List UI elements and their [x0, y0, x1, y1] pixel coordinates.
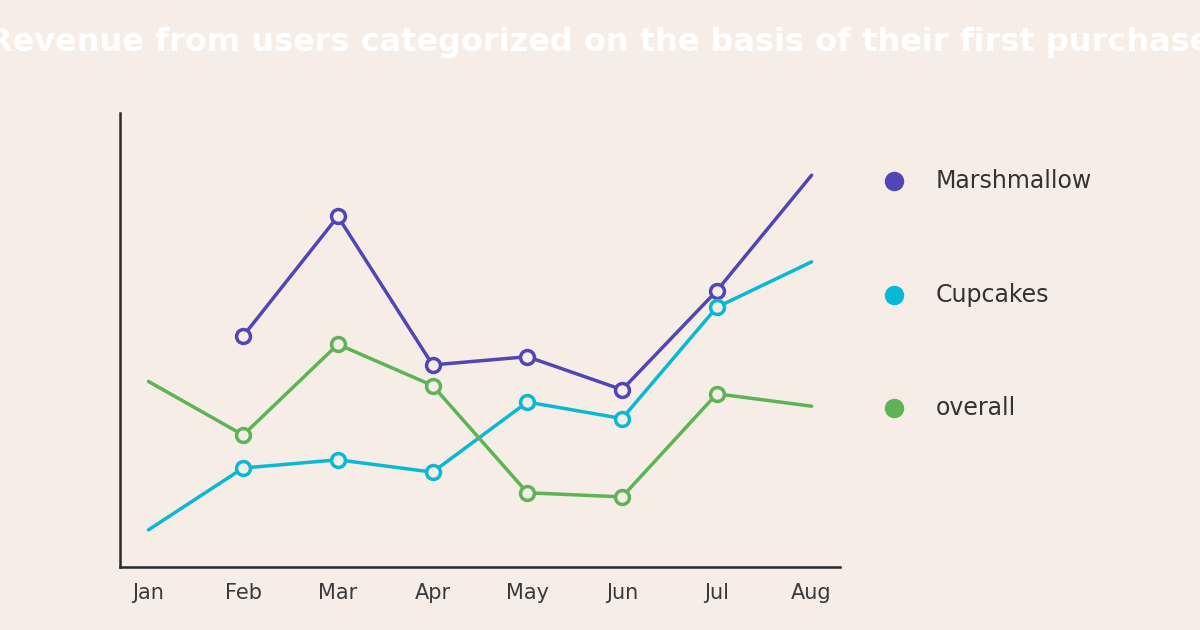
Text: Revenue from users categorized on the basis of their first purchase: Revenue from users categorized on the ba… [0, 27, 1200, 58]
Text: Marshmallow: Marshmallow [936, 169, 1092, 193]
Text: overall: overall [936, 396, 1016, 420]
Text: Cupcakes: Cupcakes [936, 283, 1050, 307]
